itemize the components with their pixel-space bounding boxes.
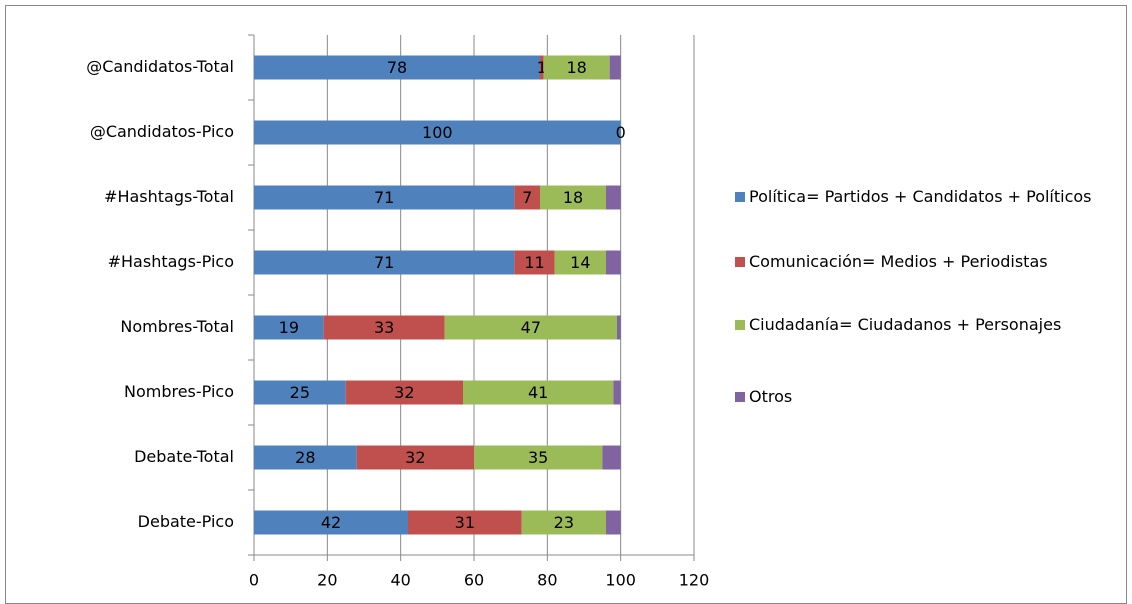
x-tick-label: 0 [249,571,259,590]
data-label: 41 [528,383,548,402]
bar-segment [514,185,540,210]
legend-item: Ciudadanía= Ciudadanos + Personajes [735,314,1120,335]
bar-segment [356,445,474,470]
bar-segment [323,315,445,340]
bar-segment [606,185,621,210]
data-label: 18 [566,58,586,77]
data-label: 35 [528,448,548,467]
bar-segment [254,250,515,275]
legend-item: Política= Partidos + Candidatos + Políti… [735,186,1120,207]
data-label: 71 [374,188,394,207]
data-label: 1 [537,58,547,77]
bar-segment [540,185,606,210]
legend-swatch [735,257,745,267]
legend-item: Otros [735,386,1120,407]
legend-item: Comunicación= Medios + Periodistas [735,251,1120,272]
bar-segment [254,315,324,340]
bar-segment [609,55,621,80]
bar-segment [254,185,515,210]
bar-segment [606,510,621,535]
data-label: 18 [563,188,583,207]
data-label: 32 [405,448,425,467]
bar-segment [444,315,617,340]
data-label: 25 [290,383,310,402]
legend-label: Ciudadanía= Ciudadanos + Personajes [749,315,1062,334]
bar-segment [408,510,522,535]
data-label: 31 [455,513,475,532]
data-label: 100 [422,123,453,142]
y-tick-label: Debate-Total [134,447,234,466]
bar-segment [521,510,606,535]
bar-segment [606,250,621,275]
bar-segment [463,380,614,405]
x-tick-label: 60 [464,571,484,590]
data-label: 28 [295,448,315,467]
y-tick-label: @Candidatos-Pico [90,122,234,141]
legend-swatch [735,320,745,330]
bar-segment [543,55,610,80]
bar-segment [254,55,540,80]
data-label: 19 [279,318,299,337]
bar-segment [540,55,544,80]
data-label: 0 [616,123,626,142]
data-label: 42 [321,513,341,532]
data-label: 47 [521,318,541,337]
data-label: 7 [522,188,532,207]
data-label: 71 [374,253,394,272]
legend-label: Otros [749,387,793,406]
x-tick-label: 100 [605,571,636,590]
data-label: 32 [394,383,414,402]
data-label: 78 [387,58,407,77]
legend-label: Comunicación= Medios + Periodistas [749,252,1048,271]
y-tick-label: Nombres-Pico [124,382,234,401]
data-label: 23 [554,513,574,532]
x-tick-label: 80 [537,571,557,590]
y-tick-label: #Hashtags-Pico [108,252,234,271]
legend-swatch [735,192,745,202]
data-label: 14 [570,253,590,272]
y-tick-label: #Hashtags-Total [104,187,234,206]
bar-segment [254,380,346,405]
legend-label: Política= Partidos + Candidatos + Políti… [749,187,1092,206]
bar-segment [254,510,408,535]
y-tick-label: Debate-Pico [138,512,234,531]
x-tick-label: 40 [390,571,410,590]
x-tick-label: 20 [317,571,337,590]
y-tick-label: @Candidatos-Total [86,57,234,76]
bar-segment [602,445,621,470]
bar-segment [474,445,603,470]
bar-segment [613,380,621,405]
chart-border [5,5,1127,604]
bar-segment [254,120,621,145]
bar-segment [554,250,606,275]
data-label: 11 [524,253,544,272]
bar-segment [254,445,357,470]
bar-segment [617,315,621,340]
data-label: 33 [374,318,394,337]
legend-swatch [735,392,745,402]
y-tick-label: Nombres-Total [120,317,234,336]
bar-segment [514,250,555,275]
x-tick-label: 120 [679,571,710,590]
bar-segment [345,380,463,405]
